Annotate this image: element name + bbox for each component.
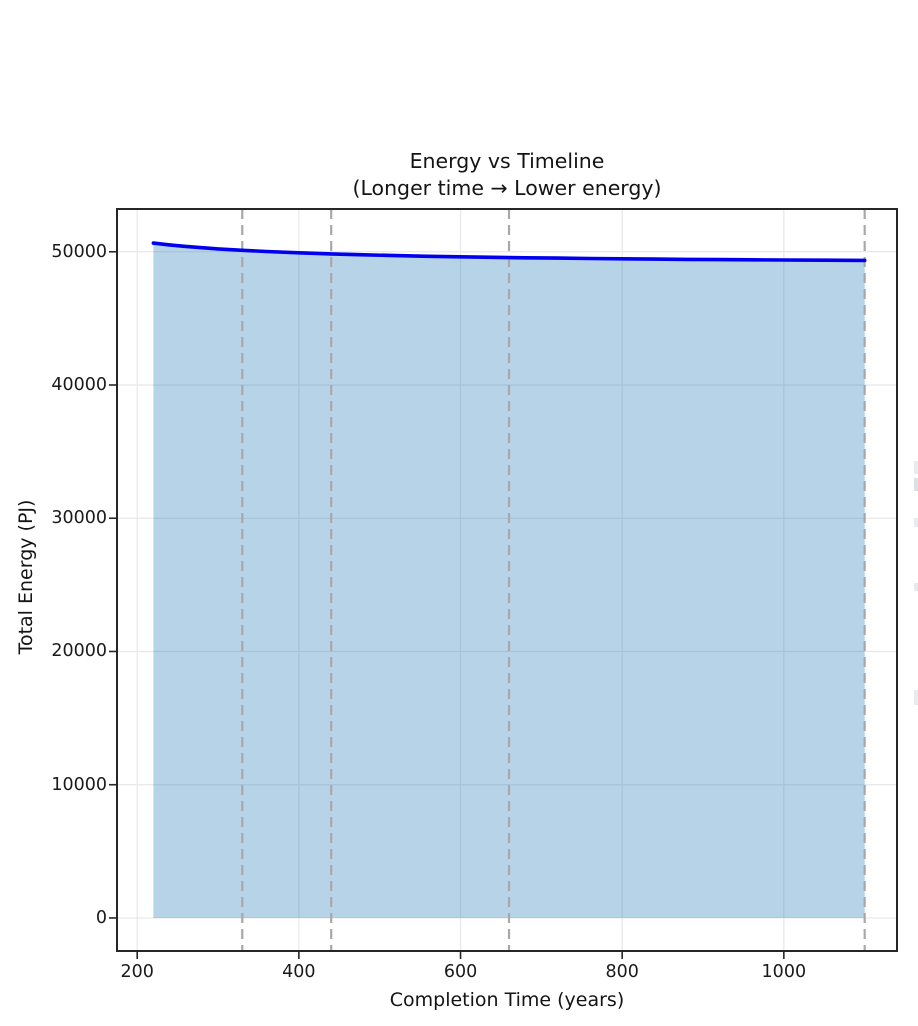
y-tick-label: 50000 bbox=[51, 241, 107, 262]
chart-title: Energy vs Timeline bbox=[409, 149, 605, 173]
energy-line bbox=[151, 241, 867, 263]
chart-title-block: Energy vs Timeline (Longer time → Lower … bbox=[117, 148, 897, 202]
cropped-edge-artifact bbox=[914, 690, 918, 705]
plot-frame bbox=[116, 208, 898, 952]
cropped-edge-artifact bbox=[914, 478, 918, 491]
cropped-edge-artifact bbox=[914, 583, 918, 591]
x-tick-label: 200 bbox=[120, 962, 154, 982]
y-tick-label: 10000 bbox=[51, 774, 107, 795]
y-tick-label: 20000 bbox=[51, 641, 107, 662]
cropped-edge-artifact bbox=[914, 461, 918, 474]
x-tick-label: 600 bbox=[443, 962, 478, 982]
cropped-edge-artifact bbox=[914, 518, 918, 527]
x-tick-label: 800 bbox=[605, 962, 639, 982]
x-tick-label: 400 bbox=[282, 962, 316, 982]
chart-subtitle: (Longer time → Lower energy) bbox=[352, 176, 662, 200]
y-tick-label: 40000 bbox=[51, 375, 107, 395]
x-axis-label: Completion Time (years) bbox=[389, 989, 625, 1011]
y-tick-label: 0 bbox=[95, 907, 107, 928]
x-tick-label: 1000 bbox=[761, 962, 807, 982]
y-tick-label: 30000 bbox=[51, 508, 107, 529]
